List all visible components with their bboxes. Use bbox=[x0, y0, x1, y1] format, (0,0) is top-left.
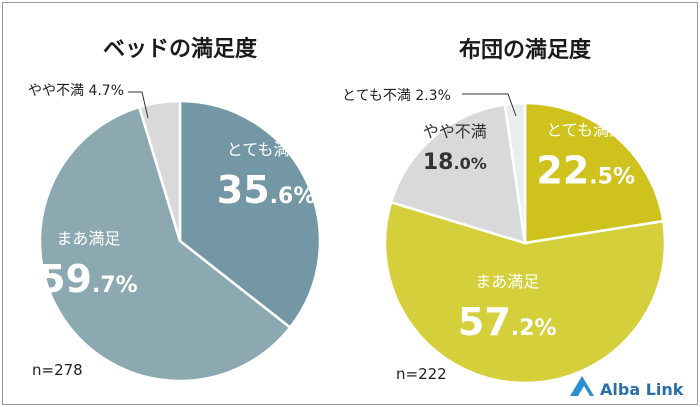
pie-slice bbox=[178, 99, 322, 330]
slice-value: 59.7% bbox=[39, 257, 138, 301]
logo-text: Alba Link bbox=[600, 380, 684, 399]
leader-line bbox=[462, 93, 517, 117]
pie-slice bbox=[523, 101, 665, 245]
pie-chart-futon: とても満足 22.5% まあ満足 57.2% やや不満 18.0% とても不満 2.3% bbox=[342, 88, 667, 385]
slice-label: とても満足 bbox=[227, 140, 306, 159]
chart-title-futon: 布団の満足度 bbox=[459, 37, 592, 63]
slice-value: 18.0% bbox=[423, 150, 487, 175]
slice-value: 57.2% bbox=[458, 300, 557, 344]
brand-logo: Alba Link bbox=[570, 376, 684, 399]
slice-label: とても満足 bbox=[546, 120, 625, 139]
pie-slice bbox=[383, 200, 667, 385]
slice-label: まあ満足 bbox=[56, 229, 120, 248]
pie-slice bbox=[38, 105, 292, 383]
pie-chart-bed: とても満足 35.6% まあ満足 59.7% やや不満 4.7% bbox=[28, 83, 322, 383]
logo-triangle-icon bbox=[570, 376, 594, 396]
slice-external-label: やや不満 4.7% bbox=[28, 83, 124, 99]
slice-external-label: とても不満 2.3% bbox=[342, 88, 451, 104]
slice-label: まあ満足 bbox=[475, 272, 539, 291]
sample-size-futon: n=222 bbox=[396, 365, 447, 383]
chart-title-bed: ベッドの満足度 bbox=[103, 36, 258, 62]
pie-slice bbox=[389, 103, 527, 245]
logo-triangle-inner-icon bbox=[578, 386, 590, 396]
slice-label: やや不満 bbox=[423, 122, 487, 141]
sample-size-bed: n=278 bbox=[32, 361, 83, 379]
pie-slice bbox=[503, 101, 527, 244]
slice-value: 22.5% bbox=[536, 148, 635, 192]
slice-value: 35.6% bbox=[217, 168, 316, 212]
pie-slice bbox=[137, 99, 182, 242]
leader-line bbox=[128, 91, 149, 119]
